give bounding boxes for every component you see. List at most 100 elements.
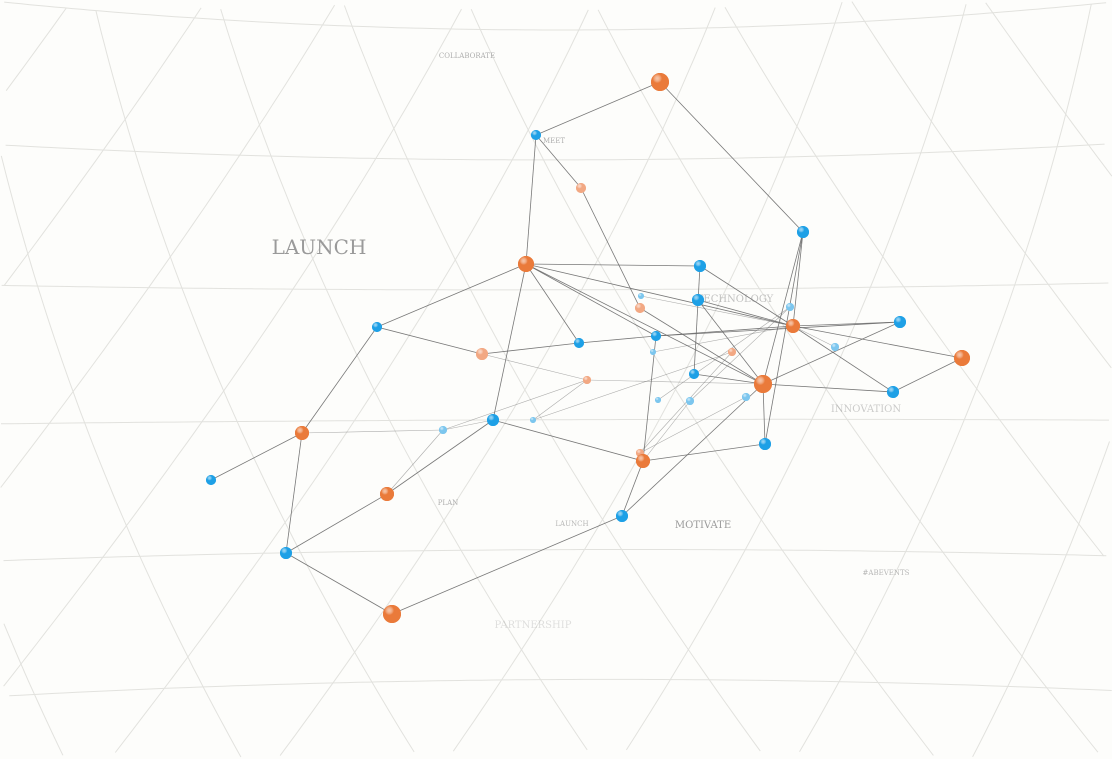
node-highlight	[692, 294, 704, 306]
node-highlight	[887, 386, 899, 398]
edge	[792, 325, 963, 359]
grid-line	[220, 9, 588, 751]
edge	[525, 263, 657, 337]
grid-line	[5, 143, 1105, 161]
edge	[532, 351, 733, 421]
grid-line	[0, 155, 242, 758]
edge	[391, 515, 623, 615]
edge	[792, 325, 836, 348]
node-highlight	[638, 293, 644, 299]
edge	[492, 263, 527, 421]
grid-line	[452, 1, 843, 752]
edge	[693, 265, 701, 375]
node-highlight	[831, 343, 839, 351]
edge	[621, 460, 644, 517]
edge	[301, 429, 444, 434]
edge	[442, 419, 494, 431]
node-highlight	[439, 426, 447, 434]
edge	[386, 429, 444, 495]
keyword-label: MEET	[543, 137, 565, 145]
grid-line	[114, 9, 589, 753]
edge	[642, 335, 657, 462]
node-highlight	[583, 376, 591, 384]
edges	[210, 81, 963, 615]
edge	[621, 383, 764, 517]
keyword-labels: COLLABORATE MEET LAUNCH TECHNOLOGY INNOVATIO…	[272, 52, 910, 631]
node-highlight	[530, 417, 536, 423]
edge	[442, 379, 588, 431]
node-highlight	[655, 397, 661, 403]
edge	[762, 231, 804, 385]
keyword-label: PLAN	[438, 499, 459, 507]
edge	[639, 396, 747, 454]
edge	[481, 342, 580, 355]
edge	[892, 357, 963, 393]
node-highlight	[372, 322, 382, 332]
edge	[535, 134, 582, 189]
node-highlight	[689, 369, 699, 379]
edge	[642, 443, 766, 462]
node-highlight	[383, 605, 401, 623]
grid-line	[9, 678, 1112, 697]
edge	[659, 81, 804, 233]
edge	[639, 307, 764, 385]
node-highlight	[635, 303, 645, 313]
edge	[210, 432, 303, 481]
edge	[481, 353, 588, 381]
edge	[762, 383, 766, 445]
node-highlight	[531, 130, 541, 140]
node-highlight	[636, 454, 650, 468]
edge	[586, 379, 764, 385]
edge	[693, 373, 764, 385]
grid-line	[851, 1, 1112, 369]
edge	[376, 326, 483, 355]
edge	[532, 379, 588, 421]
edge	[792, 321, 901, 327]
edge	[492, 419, 644, 462]
grid-line	[343, 5, 761, 752]
edge	[525, 263, 764, 385]
node-highlight	[280, 547, 292, 559]
grid-line	[3, 549, 1107, 562]
grid-line	[279, 7, 716, 756]
edge	[301, 326, 378, 434]
edge	[642, 400, 691, 462]
keyword-label: MOTIVATE	[675, 520, 731, 531]
node-highlight	[295, 426, 309, 440]
edge	[386, 419, 494, 495]
grid-line	[0, 418, 1109, 425]
node-highlight	[894, 316, 906, 328]
edge	[657, 306, 791, 401]
node-highlight	[616, 510, 628, 522]
node-highlight	[694, 260, 706, 272]
node-highlight	[576, 183, 586, 193]
grid-line	[799, 3, 1092, 753]
edge	[525, 263, 701, 267]
grid-line	[4, 1, 1107, 31]
edge	[578, 335, 657, 344]
grid-line	[0, 4, 336, 488]
node-highlight	[574, 338, 584, 348]
keyword-label: PARTNERSHIP	[495, 620, 572, 631]
node-highlight	[518, 256, 534, 272]
keyword-label: LAUNCH	[555, 520, 588, 528]
edge	[525, 263, 794, 327]
edge	[640, 295, 794, 327]
grid-line	[5, 7, 67, 91]
node-highlight	[954, 350, 970, 366]
grid-line	[985, 2, 1112, 177]
nodes[interactable]	[206, 73, 970, 623]
edge	[525, 134, 537, 265]
edge	[762, 383, 894, 393]
node-highlight	[476, 348, 488, 360]
grid-line	[95, 10, 415, 753]
grid-line	[972, 441, 1110, 758]
edge	[689, 306, 791, 402]
node-highlight	[651, 73, 669, 91]
node-highlight	[728, 348, 736, 356]
keyword-label: LAUNCH	[272, 235, 367, 259]
node-highlight	[786, 319, 800, 333]
edge	[652, 325, 794, 353]
